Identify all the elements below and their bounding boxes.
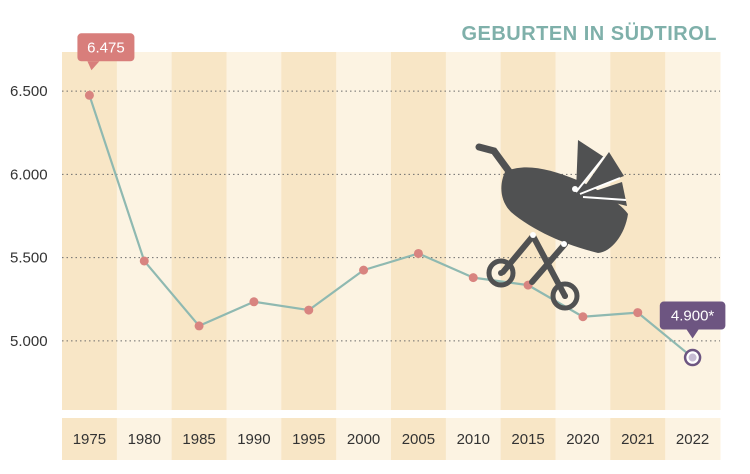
data-point-2005 [413,248,423,258]
x-tick-label: 2021 [621,431,654,448]
callout-1975: 6.475 [77,33,135,71]
callout-tail [87,61,100,71]
y-tick-label: 6.500 [10,83,48,100]
series-births [84,90,702,367]
x-tick-label: 1975 [73,431,106,448]
axis-cell-2015 [500,418,556,460]
background-bands [62,52,721,460]
axis-cell-2005 [391,418,447,460]
data-point-2020 [578,312,588,322]
x-tick-label: 2000 [347,431,380,448]
x-tick-label: 2015 [511,431,544,448]
data-point-1995 [304,305,314,315]
data-point-1990 [249,297,259,307]
axis-cell-1985 [171,418,227,460]
callout-box [659,301,726,330]
axis-cell-2010 [445,418,502,460]
callout-tail [686,329,699,339]
callouts: 6.475 4.900* [77,33,726,339]
series-line [88,94,694,359]
band-1985 [171,52,227,410]
band-2010 [445,52,502,410]
band-2000 [336,52,392,410]
callout-box [77,33,135,62]
axis-cell-2020 [555,418,611,460]
axis-cell-2000 [336,418,392,460]
chart-title: GEBURTEN IN SÜDTIROL [461,22,717,45]
axis-cell-1995 [281,418,337,460]
band-1995 [281,52,337,410]
x-tick-label: 1985 [182,431,215,448]
data-point-2010 [468,273,478,283]
x-tick-label: 2010 [457,431,490,448]
data-point-1975 [84,90,94,100]
x-tick-label: 1980 [128,431,161,448]
band-1980 [116,52,173,410]
y-tick-label: 6.000 [10,166,48,183]
axis-cell-1975 [62,418,118,460]
baby-stroller-icon [475,140,628,311]
x-tick-label: 1990 [237,431,270,448]
data-point-1980 [139,256,149,266]
x-axis: 1975 1980 1985 1990 1995 2000 2005 2010 2015 2020… [73,431,710,448]
x-tick-label: 2020 [566,431,599,448]
axis-cell-2022 [665,418,721,460]
data-point-2000 [359,265,369,275]
axis-cell-1980 [116,418,173,460]
x-tick-label: 1995 [292,431,325,448]
x-tick-label: 2005 [402,431,435,448]
callout-label: 6.475 [87,39,125,56]
band-1990 [226,52,282,410]
band-2005 [391,52,447,410]
data-point-2021 [633,308,643,318]
axis-cell-1990 [226,418,282,460]
data-point-inner-2022 [688,353,697,362]
axis-cell-2021 [610,418,666,460]
callout-2022: 4.900* [659,301,726,339]
data-point-1985 [194,321,204,331]
y-tick-label: 5.000 [10,333,48,350]
x-tick-label: 2022 [676,431,709,448]
grid-lines [62,90,720,342]
y-axis: 5.000 5.500 6.000 6.500 [10,83,48,350]
callout-label: 4.900* [671,308,715,325]
band-1975 [62,52,118,410]
y-tick-label: 5.500 [10,250,48,267]
